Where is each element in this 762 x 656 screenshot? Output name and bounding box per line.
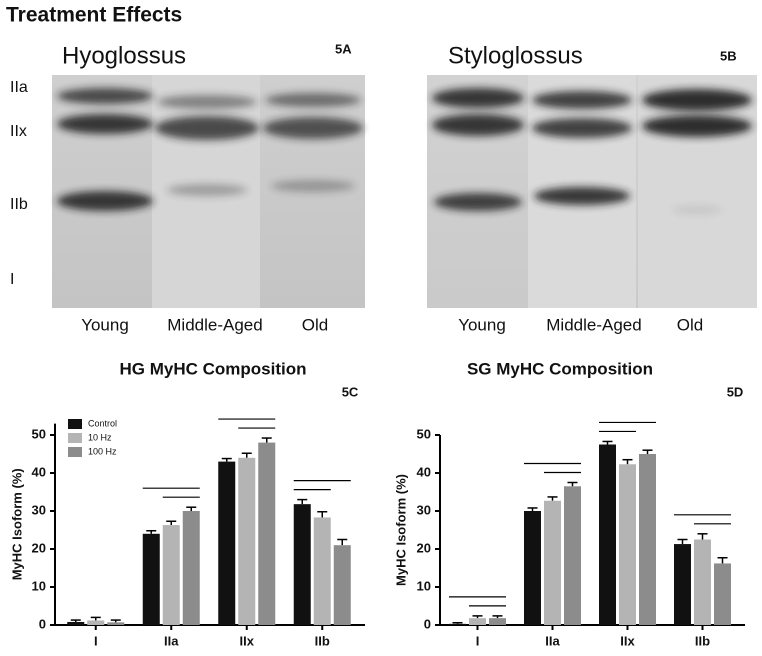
gel-band [432, 114, 524, 136]
bar [674, 544, 691, 625]
gel-band [642, 115, 752, 137]
y-tick-label: 10 [417, 578, 431, 593]
band-label: IIb [10, 196, 28, 213]
bar [694, 539, 711, 625]
gel-muscle: Hyoglossus [62, 42, 186, 69]
x-tick-label: IIb [315, 633, 330, 648]
panel-label: 5A [335, 41, 352, 56]
bar [599, 444, 616, 625]
gel-band [532, 118, 632, 138]
bar [87, 620, 105, 625]
gel-band [434, 193, 522, 211]
legend-label: 100 Hz [88, 446, 117, 456]
bar [313, 517, 331, 625]
bar [142, 533, 160, 625]
y-tick-label: 40 [417, 464, 431, 479]
bar [714, 563, 731, 625]
bar [469, 618, 486, 625]
gel-band [167, 184, 247, 196]
bar [293, 504, 311, 625]
gel-band [263, 117, 363, 139]
legend-swatch [68, 433, 82, 443]
gel-band [534, 187, 630, 205]
figure-title: Treatment Effects [6, 4, 182, 27]
gel-band [57, 114, 153, 134]
bar [524, 511, 541, 625]
legend-swatch [68, 419, 82, 429]
band-label: IIx [10, 123, 27, 140]
panel-label: 5C [342, 384, 359, 399]
band-label: I [10, 271, 14, 288]
lane-label: Middle-Aged [546, 315, 641, 334]
gel-band [642, 89, 752, 111]
gels: Hyoglossus 5A Styloglossus 5B IIa IIx II… [10, 41, 757, 334]
bar [67, 621, 85, 625]
gel-muscle: Styloglossus [448, 42, 583, 69]
gel-band [532, 91, 632, 109]
x-tick-label: IIa [164, 633, 179, 648]
gel-band [57, 191, 153, 211]
bar [258, 442, 276, 625]
legend-swatch [68, 447, 82, 457]
gel-band [57, 88, 153, 104]
y-tick-label: 0 [424, 616, 431, 631]
lane-label: Old [677, 315, 703, 334]
bar [162, 525, 180, 625]
bar [218, 461, 236, 625]
bar [449, 623, 466, 625]
y-tick-label: 10 [32, 578, 46, 593]
legend-label: Control [88, 418, 117, 428]
lane-label: Young [81, 315, 129, 334]
gel-band [265, 93, 361, 107]
y-tick-label: 50 [32, 426, 46, 441]
x-tick-label: IIb [695, 633, 710, 648]
chart-title: HG MyHC Composition [120, 359, 307, 378]
gel-band [432, 88, 524, 108]
gel-lane [638, 75, 757, 308]
y-tick-label: 30 [417, 502, 431, 517]
y-axis-label: MyHC Isoform (%) [9, 468, 24, 580]
gel-band [271, 180, 355, 192]
x-tick-label: I [476, 633, 480, 648]
y-tick-label: 30 [32, 502, 46, 517]
chart-title: SG MyHC Composition [467, 359, 653, 378]
bar [639, 454, 656, 625]
x-tick-label: IIx [620, 633, 635, 648]
panel-label: 5B [720, 48, 737, 63]
bar [619, 464, 636, 625]
bar [564, 486, 581, 625]
y-tick-label: 50 [417, 426, 431, 441]
bar [238, 457, 256, 625]
y-tick-label: 0 [39, 616, 46, 631]
y-axis-label: MyHC Isoform (%) [393, 474, 408, 586]
lane-label: Old [302, 315, 328, 334]
x-tick-label: IIa [545, 633, 560, 648]
bar [107, 622, 125, 625]
y-tick-label: 40 [32, 464, 46, 479]
bar [489, 618, 506, 625]
bar [544, 500, 561, 625]
panel-label: 5D [727, 384, 744, 399]
y-tick-label: 20 [32, 540, 46, 555]
lane-label: Middle-Aged [167, 315, 262, 334]
y-tick-label: 20 [417, 540, 431, 555]
bar [182, 511, 200, 625]
gel-band [157, 95, 257, 109]
gel-band [155, 116, 259, 140]
bar [333, 545, 351, 625]
lane-label: Young [458, 315, 506, 334]
gel-band [672, 205, 722, 215]
x-tick-label: IIx [240, 633, 255, 648]
x-tick-label: I [94, 633, 98, 648]
legend-label: 10 Hz [88, 432, 112, 442]
band-label: IIa [10, 79, 28, 96]
